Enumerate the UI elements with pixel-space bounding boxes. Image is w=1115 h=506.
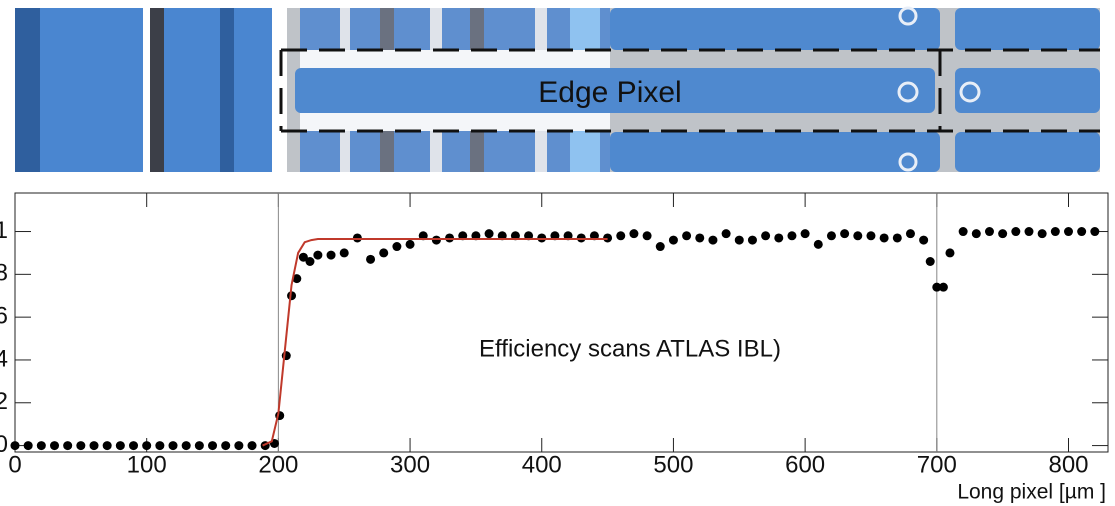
data-point — [537, 233, 547, 243]
data-point — [339, 248, 349, 258]
data-point — [392, 242, 402, 252]
data-point — [247, 441, 257, 451]
x-tick-label: 0 — [8, 451, 21, 478]
data-point — [305, 256, 315, 266]
data-point — [616, 231, 626, 241]
data-point — [576, 233, 586, 243]
data-point — [405, 239, 415, 249]
data-point — [1090, 227, 1100, 237]
chart: 0 0.2 0.4 0.6 0.8 1 0 100 200 300 400 500 600 700 800 L… — [0, 192, 1109, 504]
y-tick-label: 0.8 — [0, 260, 8, 287]
x-tick-label: 800 — [1048, 451, 1088, 478]
data-point — [23, 441, 33, 451]
data-point — [971, 229, 981, 239]
data-point — [866, 231, 876, 241]
data-point — [761, 231, 771, 241]
y-tick-label: 0.4 — [0, 345, 8, 372]
data-point — [603, 233, 613, 243]
data-point — [1011, 227, 1021, 237]
image-label: Edge Pixel — [538, 76, 681, 109]
data-point — [905, 229, 915, 239]
y-tick-label: 0 — [0, 431, 8, 458]
data-point — [313, 250, 323, 260]
x-tick-label: 100 — [127, 451, 167, 478]
y-tick-label: 1 — [0, 217, 8, 244]
data-point — [292, 274, 302, 284]
fit-line — [262, 238, 608, 447]
y-tick-label: 0.2 — [0, 388, 8, 415]
x-tick-label: 400 — [522, 451, 562, 478]
data-point — [431, 235, 441, 245]
data-point — [129, 441, 139, 451]
y-tick-label: 0.6 — [0, 302, 8, 329]
data-point — [813, 239, 823, 249]
data-point — [668, 235, 678, 245]
data-point — [168, 441, 178, 451]
data-point — [10, 441, 20, 451]
data-point — [115, 441, 125, 451]
data-point — [234, 441, 244, 451]
data-point — [208, 441, 218, 451]
data-point — [642, 231, 652, 241]
x-tick-label: 500 — [653, 451, 693, 478]
data-point — [655, 242, 665, 252]
data-point — [1024, 227, 1034, 237]
data-point — [747, 235, 757, 245]
data-point — [695, 233, 705, 243]
data-point — [938, 282, 948, 292]
data-point — [879, 233, 889, 243]
data-point — [484, 229, 494, 239]
data-point — [708, 235, 718, 245]
x-axis-label: Long pixel [µm ] — [957, 481, 1106, 504]
data-point — [787, 231, 797, 241]
data-point — [102, 441, 112, 451]
x-tick-label: 700 — [917, 451, 957, 478]
x-tick-label: 600 — [785, 451, 825, 478]
data-point — [366, 254, 376, 264]
data-point — [326, 250, 336, 260]
data-point — [629, 229, 639, 239]
data-point — [36, 441, 46, 451]
data-point — [1037, 229, 1047, 239]
x-tick-label: 200 — [258, 451, 298, 478]
data-point — [800, 229, 810, 239]
data-point — [932, 282, 942, 292]
data-point — [298, 252, 308, 262]
data-point — [221, 441, 231, 451]
data-point — [89, 441, 99, 451]
sensor-image: Edge Pixel — [15, 6, 1100, 172]
plot-frame — [14, 192, 1109, 453]
data-point — [826, 231, 836, 241]
data-point — [925, 256, 935, 266]
data-point — [998, 229, 1008, 239]
data-point — [155, 441, 165, 451]
data-point — [919, 235, 929, 245]
annotation: Efficiency scans ATLAS IBL) — [479, 335, 781, 362]
data-point — [840, 229, 850, 239]
data-point — [181, 441, 191, 451]
data-point — [194, 441, 204, 451]
data-point — [352, 233, 362, 243]
data-point — [445, 233, 455, 243]
data-point — [984, 227, 994, 237]
data-point — [142, 441, 152, 451]
data-point — [734, 235, 744, 245]
data-point — [774, 233, 784, 243]
data-point — [379, 248, 389, 258]
data-point — [63, 441, 73, 451]
x-tick-label: 300 — [390, 451, 430, 478]
data-point — [682, 231, 692, 241]
data-point — [76, 441, 86, 451]
data-point — [1063, 227, 1073, 237]
data-point — [853, 231, 863, 241]
data-point — [1077, 227, 1087, 237]
data-point — [945, 248, 955, 258]
data-point — [892, 233, 902, 243]
data-point — [1050, 227, 1060, 237]
data-point — [721, 229, 731, 239]
data-point — [50, 441, 60, 451]
data-point — [958, 227, 968, 237]
